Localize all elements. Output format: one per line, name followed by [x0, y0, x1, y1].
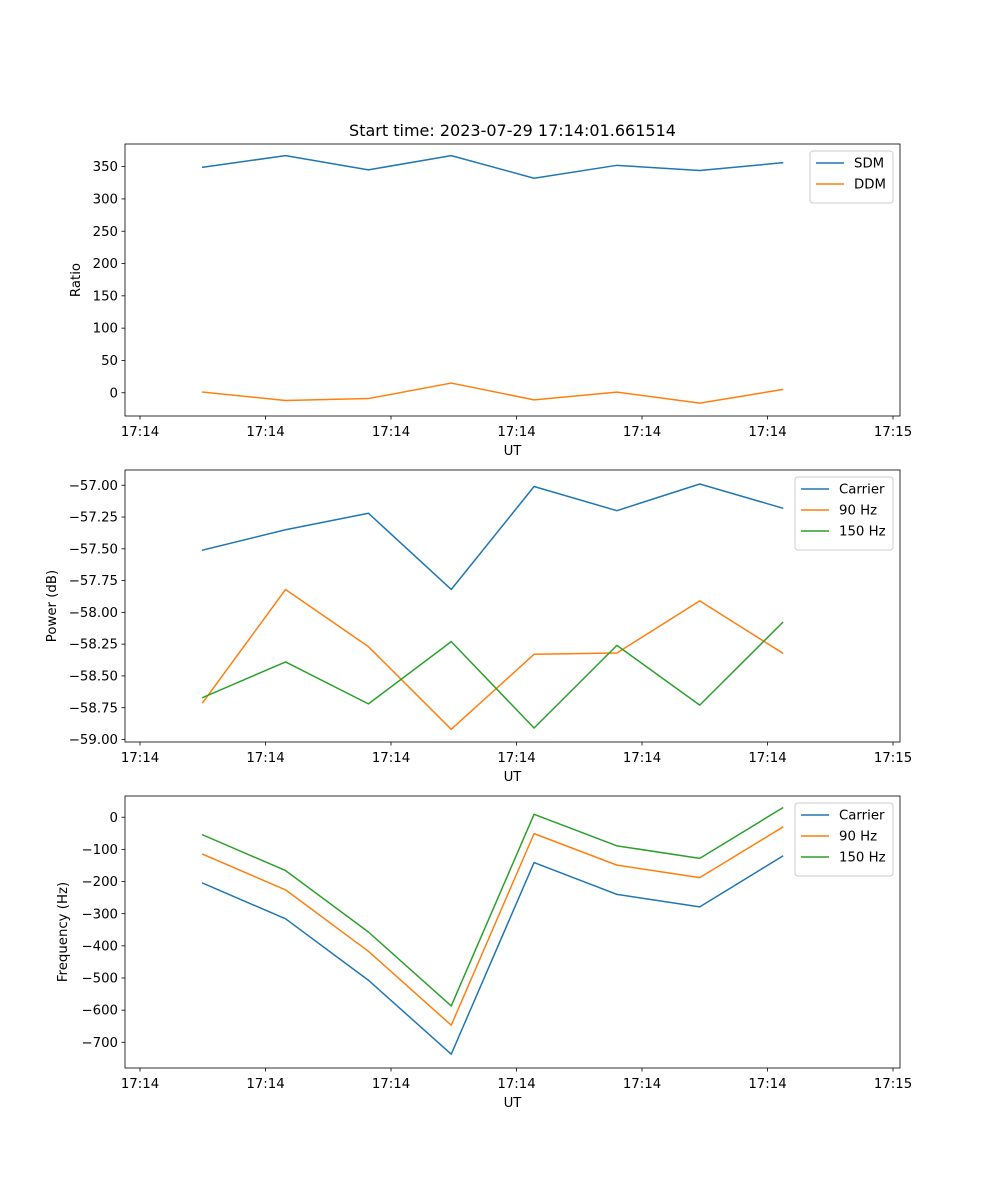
series-line-150-hz [201, 806, 784, 1007]
y-tick-label: −700 [81, 1036, 118, 1051]
x-tick-label: 17:14 [623, 751, 661, 766]
x-tick-label: 17:14 [497, 751, 535, 766]
y-tick-label: −300 [81, 907, 118, 922]
y-tick-label: −100 [81, 843, 118, 858]
x-tick-label: 17:14 [246, 1077, 284, 1092]
y-tick-label: −57.75 [69, 574, 118, 589]
y-tick-label: −500 [81, 972, 118, 987]
x-tick-label: 17:14 [748, 751, 786, 766]
y-tick-label: 300 [93, 193, 118, 208]
legend-label: Carrier [839, 483, 885, 498]
axes-frame [124, 469, 901, 743]
x-axis-label: UT [504, 1096, 523, 1111]
x-tick-label: 17:14 [372, 1077, 410, 1092]
x-tick-label: 17:14 [246, 425, 284, 440]
y-tick-label: −600 [81, 1004, 118, 1019]
series-line-90-hz [201, 826, 784, 1026]
figure-title: Start time: 2023-07-29 17:14:01.661514 [349, 121, 676, 140]
y-tick-label: −58.50 [69, 670, 118, 685]
legend: Carrier 90 Hz 150 Hz [794, 476, 894, 551]
x-tick-label: 17:14 [372, 425, 410, 440]
series-line-sdm [201, 154, 784, 179]
x-tick-label: 17:14 [497, 425, 535, 440]
y-tick-label: −57.25 [69, 511, 118, 526]
y-tick-label: 150 [93, 289, 118, 304]
x-tick-label: 17:15 [874, 425, 912, 440]
y-tick-label: −400 [81, 939, 118, 954]
series-line-150-hz [201, 621, 784, 729]
y-tick-label: −58.00 [69, 606, 118, 621]
legend-label: 90 Hz [839, 830, 877, 845]
x-axis-label: UT [504, 770, 523, 785]
axes-frame [124, 795, 901, 1069]
series-line-carrier [201, 855, 784, 1055]
y-tick-label: 200 [93, 257, 118, 272]
series-line-carrier [201, 483, 784, 591]
legend: SDM DDM [809, 150, 894, 204]
chart-panel-1: 0 50 100 150 200 250 300 350 17:14 17:14 17:14 17:1… [69, 143, 912, 459]
y-tick-label: −58.75 [69, 701, 118, 716]
legend-label: 150 Hz [839, 525, 886, 540]
legend-label: DDM [854, 178, 886, 193]
y-tick-label: 50 [101, 354, 118, 369]
axes-frame [124, 143, 901, 417]
x-tick-label: 17:14 [623, 1077, 661, 1092]
y-axis-label: Power (dB) [45, 570, 60, 642]
y-axis-label: Frequency (Hz) [56, 882, 71, 982]
y-tick-label: 350 [93, 160, 118, 175]
x-tick-label: 17:14 [497, 1077, 535, 1092]
chart-panel-2: −59.00 −58.75 −58.50 −58.25 −58.00 −57.75 −57.… [45, 469, 912, 785]
x-tick-label: 17:14 [372, 751, 410, 766]
x-tick-label: 17:15 [874, 1077, 912, 1092]
y-tick-label: −200 [81, 875, 118, 890]
x-tick-label: 17:15 [874, 751, 912, 766]
y-tick-label: 0 [110, 811, 118, 826]
y-axis-label: Ratio [69, 263, 84, 297]
chart-panel-3: −700 −600 −500 −400 −300 −200 −100 0 17:14 17:14 1… [56, 795, 912, 1111]
legend-label: 150 Hz [839, 851, 886, 866]
x-axis-label: UT [504, 444, 523, 459]
x-tick-label: 17:14 [121, 751, 159, 766]
x-tick-label: 17:14 [623, 425, 661, 440]
y-tick-label: −57.00 [69, 479, 118, 494]
y-tick-label: 100 [93, 322, 118, 337]
y-tick-label: −57.50 [69, 542, 118, 557]
y-tick-label: 250 [93, 225, 118, 240]
y-tick-label: 0 [110, 386, 118, 401]
legend-label: 90 Hz [839, 504, 877, 519]
panels: 0 50 100 150 200 250 300 350 17:14 17:14 17:14 17:1… [45, 143, 912, 1111]
x-tick-label: 17:14 [121, 425, 159, 440]
legend-box [809, 150, 894, 204]
x-tick-label: 17:14 [748, 425, 786, 440]
legend-label: Carrier [839, 809, 885, 824]
legend: Carrier 90 Hz 150 Hz [794, 802, 894, 877]
legend-label: SDM [854, 157, 884, 172]
y-tick-label: −58.25 [69, 638, 118, 653]
x-tick-label: 17:14 [246, 751, 284, 766]
x-tick-label: 17:14 [121, 1077, 159, 1092]
series-line-90-hz [201, 588, 784, 731]
series-line-ddm [201, 382, 784, 404]
x-tick-label: 17:14 [748, 1077, 786, 1092]
y-tick-label: −59.00 [69, 733, 118, 748]
